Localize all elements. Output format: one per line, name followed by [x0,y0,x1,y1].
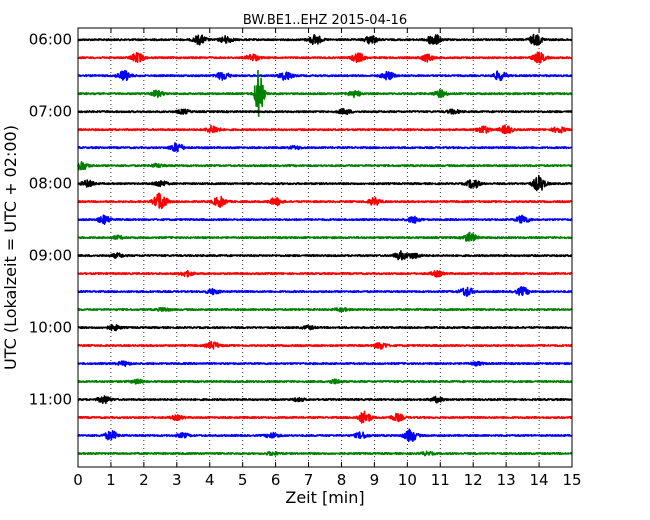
x-tick-label: 14 [530,471,549,489]
trace-1015 [77,340,573,350]
x-tick-label: 8 [337,471,347,489]
y-tick-label: 09:00 [29,247,72,265]
plot-frame [77,27,573,468]
y-tick-label: 11:00 [29,391,72,409]
seismogram-traces [77,33,573,457]
y-tick-label: 10:00 [29,319,72,337]
trace-1115 [77,410,573,424]
x-tick-label: 13 [497,471,516,489]
trace-1045 [77,378,573,385]
trace-0645 [77,69,573,118]
x-tick-label: 4 [205,471,215,489]
trace-0630 [77,69,573,82]
x-tick-label: 10 [398,471,417,489]
x-tick-label: 2 [139,471,149,489]
x-tick-label: 5 [238,471,248,489]
y-axis-label: UTC (Lokalzeit = UTC + 02:00) [1,125,20,370]
x-axis: 0 1 2 3 4 5 6 7 8 9 10 11 12 13 14 15 [73,28,582,489]
x-tick-label: 9 [370,471,380,489]
trace-0845 [77,231,573,242]
x-tick-label: 11 [431,471,450,489]
x-tick-label: 6 [271,471,281,489]
x-tick-label: 3 [172,471,182,489]
y-axis: 06:00 07:00 08:00 09:00 10:00 11:00 [29,31,572,409]
trace-0830 [77,214,573,226]
trace-0700 [77,107,573,116]
x-axis-label: Zeit [min] [285,488,364,507]
trace-0715 [77,124,573,135]
trace-0900 [77,250,573,261]
trace-0915 [77,269,573,278]
y-tick-label: 07:00 [29,103,72,121]
trace-0815 [77,192,573,210]
trace-1100 [77,395,573,405]
x-tick-label: 0 [73,471,83,489]
trace-1130 [77,428,573,443]
trace-0745 [77,160,573,171]
trace-0945 [77,306,573,313]
trace-0615 [77,51,573,64]
trace-0730 [77,142,573,153]
trace-1000 [77,323,573,332]
y-tick-label: 08:00 [29,175,72,193]
chart-title: BW.BE1..EHZ 2015-04-16 [243,13,407,28]
trace-1145 [77,450,573,457]
x-tick-label: 1 [106,471,116,489]
y-tick-label: 06:00 [29,31,72,49]
x-tick-label: 12 [464,471,483,489]
trace-0930 [77,286,573,297]
x-tick-label: 7 [304,471,314,489]
x-tick-label: 15 [562,471,581,489]
trace-1030 [77,360,573,367]
trace-0600 [77,33,573,46]
trace-0800 [77,174,573,192]
